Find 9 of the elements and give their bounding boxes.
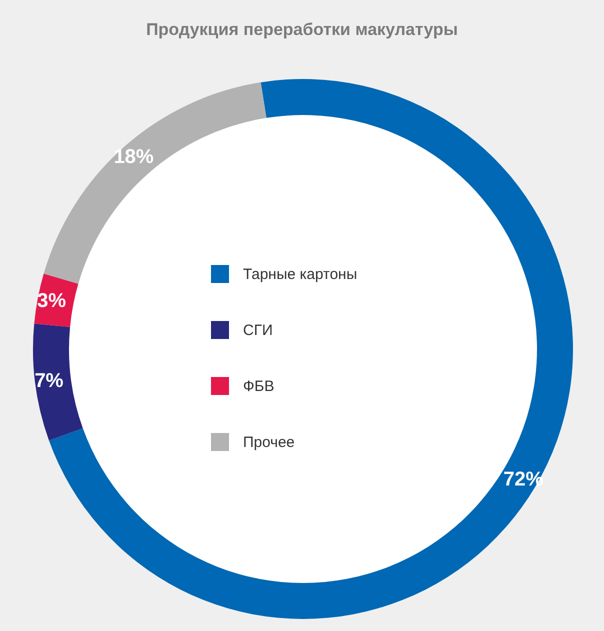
chart-title: Продукция переработки макулатуры: [145, 20, 459, 40]
data-label: 18%: [114, 146, 154, 168]
donut-slice: [33, 324, 83, 440]
legend-label: Прочее: [243, 434, 295, 450]
legend-label: Тарные картоны: [243, 266, 358, 282]
data-label: 7%: [34, 370, 64, 392]
data-label: 3%: [37, 290, 66, 312]
legend-label: СГИ: [243, 322, 273, 338]
legend-label: ФБВ: [243, 378, 274, 394]
